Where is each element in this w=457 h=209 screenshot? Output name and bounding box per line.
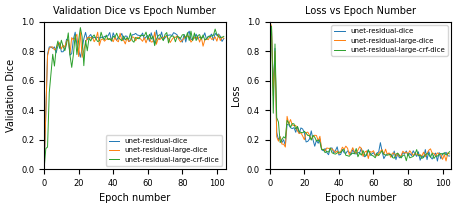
unet-residual-dice <box>154 29 159 32</box>
unet-residual-large-crf-dice <box>269 25 274 28</box>
unet-residual-large-dice <box>219 36 225 38</box>
unet-residual-large-dice <box>447 153 452 155</box>
Legend: unet-residual-dice, unet-residual-large-dice, unet-residual-large-crf-dice: unet-residual-dice, unet-residual-large-… <box>106 135 222 166</box>
unet-residual-dice <box>291 126 297 129</box>
X-axis label: Epoch number: Epoch number <box>99 194 170 203</box>
Line: unet-residual-dice: unet-residual-dice <box>270 22 450 161</box>
unet-residual-dice <box>267 21 272 23</box>
unet-residual-large-dice <box>269 25 274 28</box>
unet-residual-large-dice <box>445 152 451 154</box>
unet-residual-large-dice <box>121 39 126 41</box>
unet-residual-large-crf-dice <box>399 157 404 159</box>
unet-residual-large-dice <box>267 21 272 23</box>
unet-residual-large-crf-dice <box>400 154 406 157</box>
Line: unet-residual-large-crf-dice: unet-residual-large-crf-dice <box>270 26 450 161</box>
unet-residual-dice <box>119 32 125 35</box>
unet-residual-large-dice <box>397 155 402 158</box>
unet-residual-dice <box>399 156 404 158</box>
unet-residual-large-dice <box>443 160 449 162</box>
unet-residual-large-dice <box>173 36 178 39</box>
unet-residual-large-dice <box>41 168 47 170</box>
unet-residual-large-dice <box>221 37 227 40</box>
Y-axis label: Loss: Loss <box>231 85 241 106</box>
unet-residual-large-crf-dice <box>173 41 178 43</box>
unet-residual-large-crf-dice <box>78 26 83 29</box>
unet-residual-large-crf-dice <box>43 147 48 150</box>
unet-residual-large-crf-dice <box>346 155 352 158</box>
unet-residual-large-dice <box>345 147 351 149</box>
unet-residual-dice <box>447 155 452 157</box>
unet-residual-dice <box>269 28 274 31</box>
unet-residual-large-crf-dice <box>293 128 298 130</box>
unet-residual-dice <box>175 34 180 36</box>
unet-residual-dice <box>435 160 440 162</box>
unet-residual-large-crf-dice <box>404 159 409 162</box>
unet-residual-large-dice <box>65 39 71 41</box>
unet-residual-dice <box>43 112 48 115</box>
unet-residual-dice <box>221 37 227 40</box>
unet-residual-large-dice <box>78 30 83 33</box>
unet-residual-large-crf-dice <box>175 35 180 38</box>
unet-residual-large-dice <box>399 154 404 157</box>
unet-residual-dice <box>219 40 225 43</box>
Title: Validation Dice vs Epoch Number: Validation Dice vs Epoch Number <box>53 6 216 15</box>
unet-residual-large-crf-dice <box>65 32 71 34</box>
X-axis label: Epoch number: Epoch number <box>325 194 396 203</box>
unet-residual-large-dice <box>43 112 48 115</box>
unet-residual-large-crf-dice <box>41 168 47 170</box>
Y-axis label: Validation Dice: Validation Dice <box>5 59 16 132</box>
unet-residual-large-crf-dice <box>267 43 272 45</box>
unet-residual-large-crf-dice <box>447 150 452 153</box>
unet-residual-large-crf-dice <box>219 36 225 39</box>
unet-residual-large-crf-dice <box>271 112 276 115</box>
Title: Loss vs Epoch Number: Loss vs Epoch Number <box>305 6 416 15</box>
Line: unet-residual-large-crf-dice: unet-residual-large-crf-dice <box>44 28 224 169</box>
unet-residual-large-dice <box>291 124 297 127</box>
unet-residual-dice <box>41 168 47 170</box>
unet-residual-dice <box>445 154 451 157</box>
Line: unet-residual-large-dice: unet-residual-large-dice <box>270 22 450 161</box>
unet-residual-large-crf-dice <box>338 151 343 154</box>
unet-residual-dice <box>173 32 178 35</box>
unet-residual-dice <box>345 150 351 152</box>
Line: unet-residual-large-dice: unet-residual-large-dice <box>44 32 224 169</box>
Legend: unet-residual-dice, unet-residual-large-dice, unet-residual-large-crf-dice: unet-residual-dice, unet-residual-large-… <box>331 25 448 56</box>
unet-residual-dice <box>397 157 402 159</box>
Line: unet-residual-dice: unet-residual-dice <box>44 30 224 169</box>
unet-residual-large-dice <box>175 34 180 37</box>
unet-residual-dice <box>65 39 71 42</box>
unet-residual-large-crf-dice <box>121 35 126 37</box>
unet-residual-large-crf-dice <box>221 35 227 38</box>
